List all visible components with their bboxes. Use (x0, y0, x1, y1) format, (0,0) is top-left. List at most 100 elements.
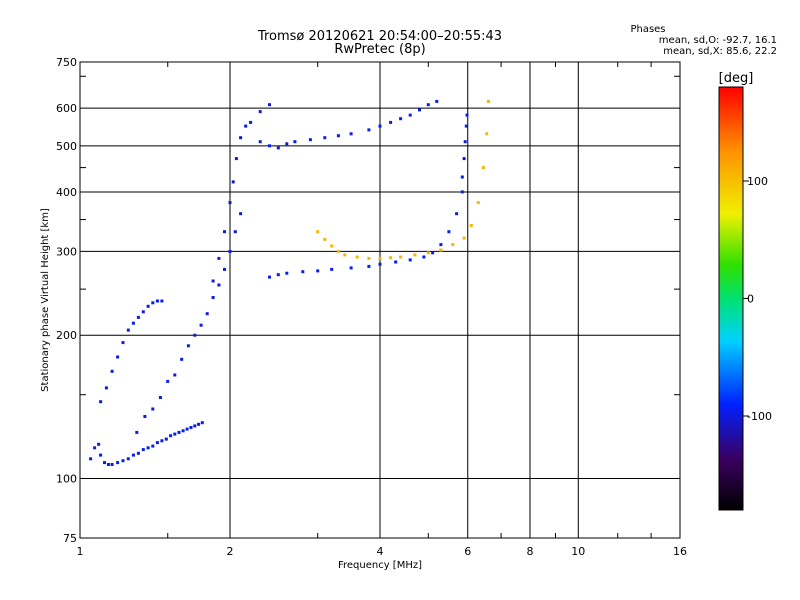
data-point (199, 323, 203, 327)
data-point (285, 142, 289, 146)
data-point (301, 270, 305, 274)
x-tick-label: 6 (464, 545, 471, 558)
data-point (336, 134, 340, 138)
data-point (343, 253, 347, 257)
data-point (146, 304, 150, 308)
data-point (349, 132, 353, 136)
stats-heading: Phases (630, 24, 665, 35)
data-point (399, 117, 403, 121)
data-point (323, 136, 327, 140)
data-point (164, 437, 168, 441)
data-point (389, 256, 393, 260)
data-point (330, 244, 334, 248)
grid-lines (80, 62, 680, 538)
data-point (151, 301, 155, 305)
data-point (143, 415, 147, 418)
data-point (464, 124, 468, 128)
data-point (349, 266, 353, 270)
data-point (151, 444, 155, 448)
data-point (180, 357, 184, 361)
plot-frame (79, 61, 681, 539)
data-point (186, 344, 190, 348)
data-point (355, 255, 359, 259)
data-point (293, 140, 297, 144)
data-point (276, 146, 280, 150)
data-point (193, 333, 197, 337)
x-tick-label: 1 (77, 545, 84, 558)
data-point (463, 140, 467, 144)
data-point (228, 201, 232, 205)
data-point (394, 260, 398, 264)
data-point (181, 429, 185, 433)
data-point (439, 248, 443, 252)
data-point (460, 190, 464, 194)
colorbar-tick-label: 100 (747, 175, 768, 188)
data-point (126, 328, 130, 332)
data-point (234, 157, 238, 161)
data-point (141, 310, 145, 314)
data-point (422, 255, 426, 259)
data-point (97, 442, 101, 446)
data-point (121, 341, 125, 345)
data-point (435, 99, 439, 103)
data-point (239, 136, 243, 140)
data-point (367, 264, 371, 268)
data-point (231, 180, 235, 184)
data-point (258, 110, 262, 114)
data-point (367, 256, 371, 260)
data-point (131, 453, 135, 457)
data-point (378, 256, 382, 260)
data-point (431, 251, 435, 255)
data-point (308, 138, 312, 142)
data-point (110, 463, 114, 466)
data-point (239, 212, 243, 216)
y-tick-label: 500 (56, 140, 77, 153)
data-point (121, 459, 125, 463)
data-point (316, 230, 320, 234)
data-point (185, 427, 189, 431)
data-point (451, 243, 455, 247)
data-point (177, 430, 181, 434)
axis-ticks: 1 2 4 6 8 10 16 75 100 200 300 400 500 600 750 (56, 56, 687, 558)
data-point (173, 373, 177, 377)
data-point (89, 457, 93, 461)
data-point (135, 430, 139, 434)
data-point (389, 120, 393, 124)
y-tick-label: 600 (56, 102, 77, 115)
y-tick-label: 75 (63, 532, 77, 545)
x-tick-label: 2 (227, 545, 234, 558)
data-point (99, 453, 103, 457)
data-point (336, 249, 340, 253)
data-point (131, 321, 135, 325)
data-point (146, 446, 150, 450)
data-point (233, 230, 237, 234)
data-point (99, 400, 103, 404)
data-point (378, 262, 382, 266)
y-axis-label: Stationary phase Virtual Height [km] (40, 208, 51, 392)
data-point (485, 132, 489, 136)
data-point (439, 243, 443, 247)
data-point (200, 421, 204, 425)
data-point (116, 355, 120, 359)
x-tick-label: 16 (673, 545, 687, 558)
data-point (93, 446, 97, 450)
y-tick-label: 100 (56, 473, 77, 486)
data-point (465, 113, 469, 117)
data-point (323, 237, 327, 241)
data-point (244, 124, 248, 128)
data-point (166, 379, 170, 383)
data-point (258, 140, 262, 144)
data-point (169, 434, 173, 438)
chart-title: Tromsø 20120621 20:54:00–20:55:43 (257, 29, 502, 44)
data-point (462, 236, 466, 240)
data-point (136, 315, 140, 319)
data-point (399, 255, 403, 259)
data-point (316, 269, 320, 273)
data-point (418, 108, 421, 112)
stats-line-o: mean, sd,O: -92.7, 16.1 (659, 35, 777, 46)
data-point (462, 157, 466, 161)
data-point (141, 448, 145, 452)
data-point (469, 224, 473, 227)
data-point (268, 275, 271, 279)
data-point (103, 461, 106, 465)
